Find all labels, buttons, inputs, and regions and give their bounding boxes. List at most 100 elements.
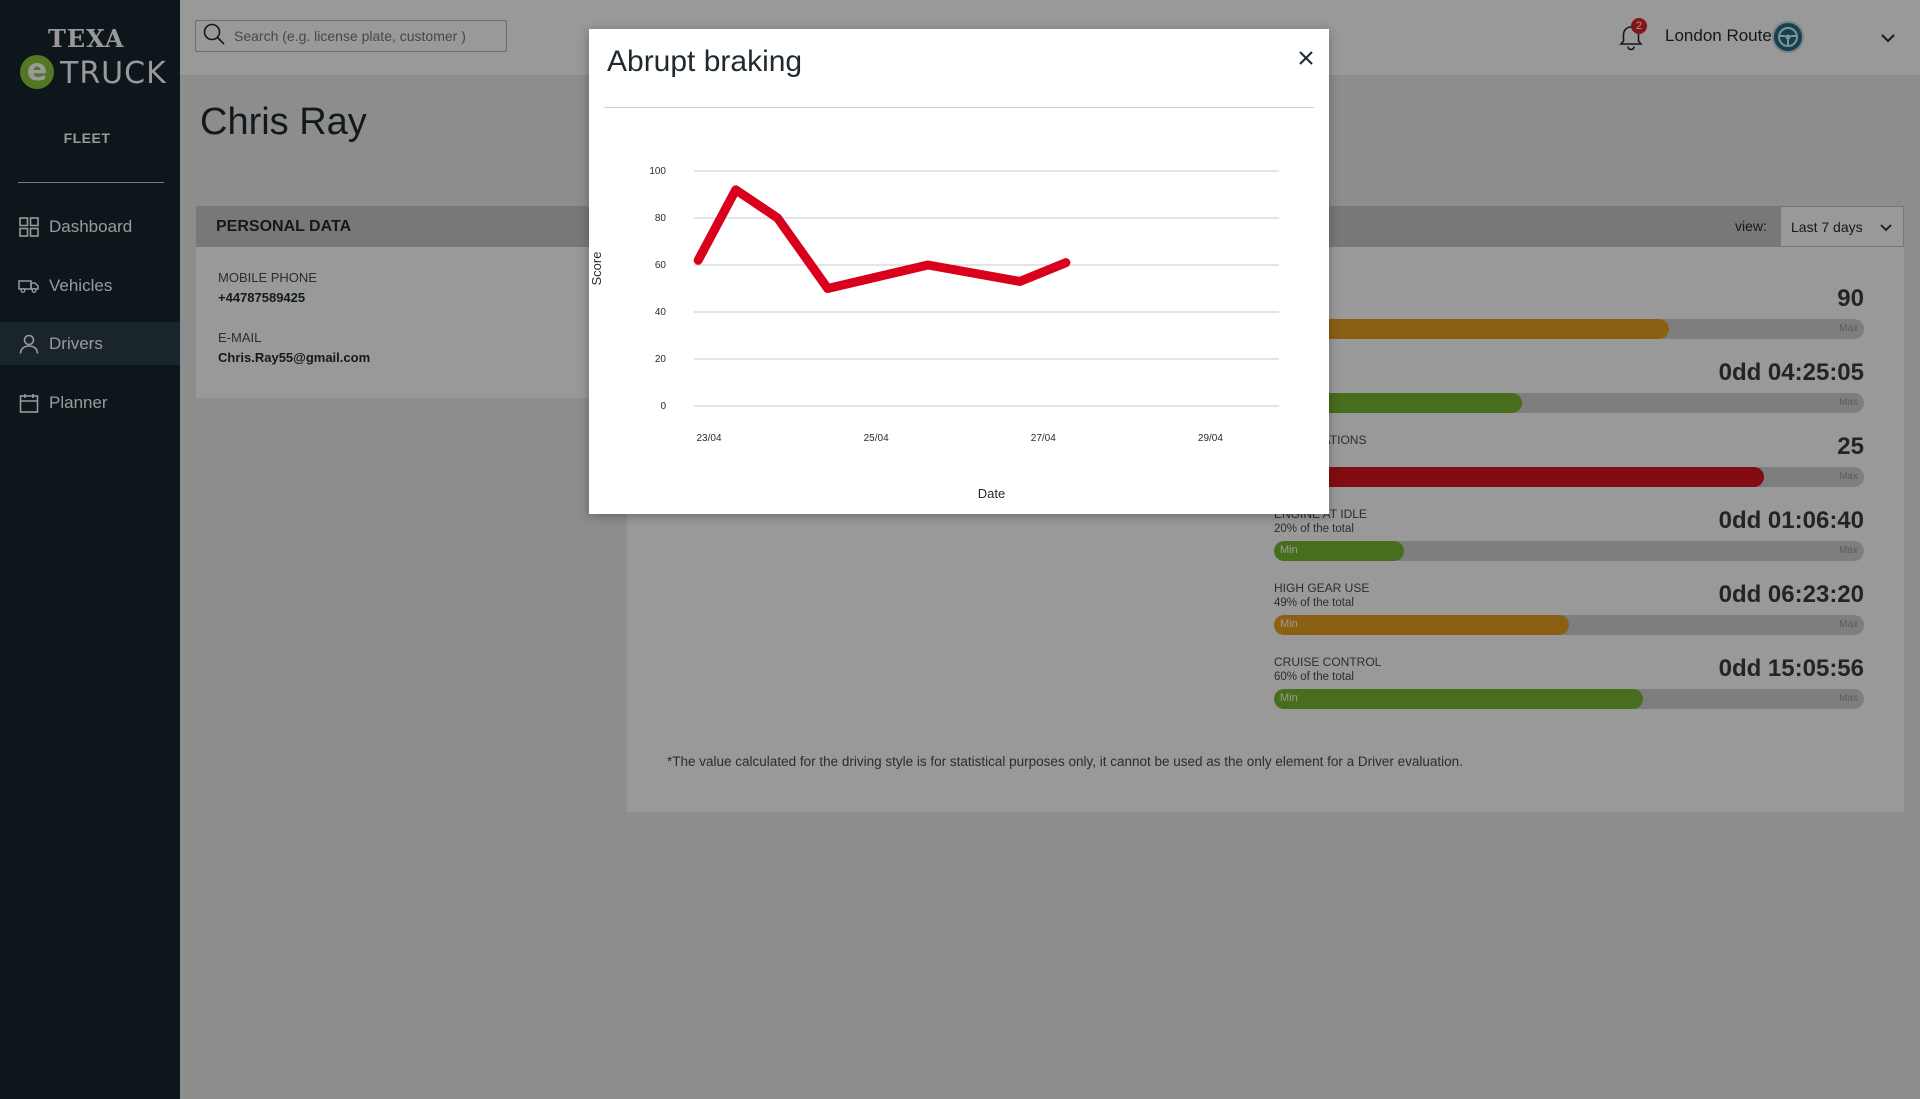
driving-metric: RAKINGtotal90Max — [1274, 285, 1864, 345]
sidebar-item-planner[interactable]: Planner — [0, 381, 180, 424]
metric-progress-fill — [1274, 615, 1569, 635]
sidebar-item-dashboard[interactable]: Dashboard — [0, 205, 180, 248]
sidebar: TEXA e TRUCK FLEET Dashboard Vehicles Dr… — [0, 0, 180, 1099]
x-tick-label: 29/04 — [1198, 433, 1223, 444]
y-tick-label: 100 — [649, 166, 666, 177]
metric-min-label: Min — [1280, 692, 1298, 704]
y-tick-label: 80 — [655, 213, 667, 224]
metric-progress-track: Min Max — [1274, 615, 1864, 635]
dashboard-icon — [18, 216, 40, 238]
y-tick-label: 60 — [655, 260, 667, 271]
modal-title: Abrupt braking — [607, 45, 803, 78]
abrupt-braking-modal: Abrupt braking 0 20 40 60 80 100 23/04 25/04 27/… — [589, 29, 1329, 514]
view-label: view: — [1735, 218, 1767, 234]
metric-max-label: Max — [1839, 545, 1858, 556]
chevron-down-icon[interactable] — [1878, 28, 1898, 48]
panel-title: PERSONAL DATA — [216, 217, 352, 235]
x-tick-label: 23/04 — [696, 433, 721, 444]
view-period-select[interactable]: Last 7 days — [1780, 206, 1904, 247]
data-point — [826, 287, 829, 290]
metric-min-label: Min — [1280, 618, 1298, 630]
series-line — [693, 185, 1071, 293]
phone-value: +44787589425 — [218, 290, 306, 305]
sidebar-item-label: Vehicles — [49, 275, 113, 295]
user-icon — [18, 333, 40, 355]
x-axis-title: Date — [978, 486, 1005, 501]
data-point — [734, 188, 737, 191]
metric-progress-fill — [1274, 393, 1522, 413]
personal-data-panel: PERSONAL DATA MOBILE PHONE +44787589425 … — [196, 206, 626, 398]
company-name[interactable]: London Route ltd — [1665, 26, 1795, 45]
notifications-badge: 2 — [1631, 18, 1647, 34]
metric-progress-track: Max — [1274, 393, 1864, 413]
metric-max-label: Max — [1839, 693, 1858, 704]
sidebar-item-label: Planner — [49, 392, 108, 412]
metric-progress-track: Max — [1274, 319, 1864, 339]
search-input[interactable] — [234, 28, 494, 44]
metric-label: CRUISE CONTROL — [1274, 655, 1382, 669]
metric-subtitle: 20% of the total — [1274, 523, 1354, 535]
texa-etruck-logo: TEXA e TRUCK — [18, 24, 166, 91]
metric-max-label: Max — [1839, 323, 1858, 334]
view-period-value: Last 7 days — [1791, 218, 1863, 235]
y-tick-label: 20 — [655, 354, 667, 365]
data-point — [776, 217, 779, 219]
metric-progress-track: Max — [1274, 467, 1864, 487]
close-icon[interactable] — [1291, 43, 1321, 73]
metric-value: 0dd 06:23:20 — [1718, 581, 1864, 608]
email-value[interactable]: Chris.Ray55@gmail.com — [218, 350, 371, 365]
truck-icon — [18, 275, 40, 297]
data-point — [927, 264, 929, 266]
driving-metric: ENGINE AT IDLE 20% of the total 0dd 01:06:… — [1274, 507, 1864, 567]
metric-max-label: Max — [1839, 471, 1858, 482]
logo-texa-text: TEXA — [48, 24, 125, 53]
data-point — [1064, 261, 1067, 264]
modal-divider — [604, 107, 1314, 108]
metric-progress-track: Min Max — [1274, 541, 1864, 561]
abrupt-braking-chart: 0 20 40 60 80 100 23/04 25/04 27/04 29/04 Date Scor… — [589, 166, 1279, 501]
y-axis-title: Score — [589, 252, 604, 286]
calendar-icon — [18, 392, 40, 414]
metric-progress-fill — [1274, 689, 1643, 709]
metric-value: 0dd 01:06:40 — [1718, 507, 1864, 534]
data-point — [1018, 280, 1021, 283]
sidebar-divider — [18, 182, 164, 183]
metric-progress-fill — [1274, 319, 1670, 339]
logo-truck-text: TRUCK — [60, 56, 167, 91]
section-label: FLEET — [63, 130, 111, 146]
driving-metric: CRUISE CONTROL 60% of the total 0dd 15:05:… — [1274, 655, 1864, 715]
personal-data-header: PERSONAL DATA — [196, 206, 626, 247]
page-title: Chris Ray — [200, 101, 367, 143]
sidebar-item-label: Dashboard — [49, 216, 133, 236]
steering-wheel-avatar-icon[interactable] — [1772, 21, 1804, 53]
driving-metric: HIGH GEAR USE 49% of the total 0dd 06:23:2… — [1274, 581, 1864, 641]
metric-progress-fill — [1274, 541, 1404, 561]
sidebar-item-drivers[interactable]: Drivers — [0, 322, 180, 365]
search-icon — [202, 22, 226, 51]
x-tick-label: 25/04 — [864, 433, 889, 444]
email-label: E-MAIL — [218, 330, 262, 345]
metric-progress-track: Min Max — [1274, 689, 1864, 709]
search-box[interactable] — [195, 20, 507, 52]
sidebar-item-vehicles[interactable]: Vehicles — [0, 264, 180, 307]
metric-value: 90 — [1837, 285, 1864, 312]
metric-max-label: Max — [1839, 397, 1858, 408]
logo-e-badge: e — [20, 55, 54, 89]
chevron-down-icon — [1879, 220, 1893, 237]
metric-max-label: Max — [1839, 619, 1858, 630]
metric-value: 25 — [1837, 433, 1864, 460]
y-tick-label: 40 — [655, 307, 667, 318]
metric-subtitle: 60% of the total — [1274, 671, 1354, 683]
x-tick-label: 27/04 — [1031, 433, 1056, 444]
metric-value: 0dd 15:05:56 — [1718, 655, 1864, 682]
metric-label: HIGH GEAR USE — [1274, 581, 1370, 595]
disclaimer-text: *The value calculated for the driving st… — [667, 754, 1463, 769]
data-point — [697, 259, 700, 262]
metric-subtitle: 49% of the total — [1274, 597, 1354, 609]
metric-progress-fill — [1274, 467, 1764, 487]
y-tick-label: 0 — [660, 401, 666, 412]
metric-value: 0dd 04:25:05 — [1718, 359, 1864, 386]
driving-metric: CCELERATIONStotal25Max — [1274, 433, 1864, 493]
sidebar-item-label: Drivers — [49, 333, 103, 353]
